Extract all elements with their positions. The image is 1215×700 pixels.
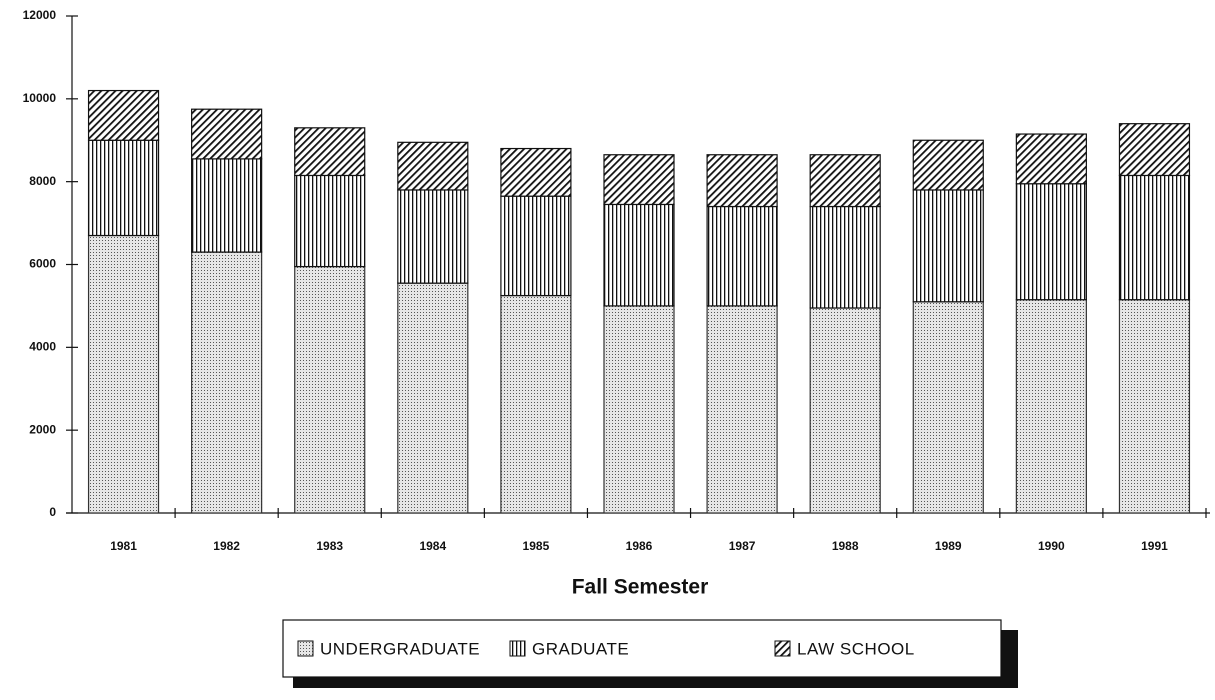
- y-tick-label: 8000: [29, 174, 56, 188]
- bar-segment: [603, 154, 675, 206]
- bar-segment: [1118, 299, 1191, 514]
- x-tick-label: 1986: [626, 539, 653, 553]
- legend-label: GRADUATE: [532, 639, 629, 658]
- legend-swatch: [297, 640, 314, 657]
- y-tick-label: 2000: [29, 422, 56, 436]
- bar-segment: [397, 282, 469, 514]
- y-tick-label: 12000: [23, 8, 57, 22]
- bar-segment: [603, 203, 675, 307]
- bar-segment: [809, 154, 881, 208]
- bar-segment: [191, 158, 263, 253]
- bar-segment: [1118, 174, 1191, 301]
- bar-segment: [294, 174, 366, 268]
- x-tick-label: 1988: [832, 539, 859, 553]
- legend-box: [282, 619, 1002, 678]
- bar-segment: [294, 127, 366, 177]
- bar-segment: [1015, 183, 1087, 301]
- bar-segment: [706, 305, 778, 514]
- x-tick-label: 1989: [935, 539, 962, 553]
- x-axis-title: Fall Semester: [572, 576, 709, 599]
- x-tick-label: 1990: [1038, 539, 1065, 553]
- bar-segment: [294, 265, 366, 514]
- bar-segment: [1118, 123, 1191, 177]
- bar-segment: [500, 147, 572, 197]
- bar-segment: [1015, 299, 1087, 514]
- y-tick-label: 4000: [29, 340, 56, 354]
- bar-segment: [191, 251, 263, 514]
- bar-segment: [397, 141, 469, 191]
- bar-segment: [809, 205, 881, 309]
- bar-segment: [191, 108, 263, 160]
- bar-segment: [1015, 133, 1087, 185]
- bar-segment: [809, 307, 881, 514]
- legend-swatch: [774, 640, 791, 657]
- legend-label: LAW SCHOOL: [797, 639, 915, 658]
- bar-segment: [706, 154, 778, 208]
- x-tick-label: 1983: [316, 539, 343, 553]
- bar-segment: [87, 234, 160, 514]
- x-tick-label: 1982: [213, 539, 240, 553]
- x-tick-label: 1984: [419, 539, 446, 553]
- bar-segment: [912, 139, 984, 191]
- bar-segment: [912, 301, 984, 514]
- y-tick-label: 0: [49, 505, 56, 519]
- bar-segment: [397, 189, 469, 284]
- x-tick-label: 1987: [729, 539, 756, 553]
- legend-swatch: [509, 640, 526, 657]
- bar-segment: [603, 305, 675, 514]
- bar-segment: [706, 205, 778, 307]
- legend-label: UNDERGRADUATE: [320, 639, 480, 658]
- y-tick-label: 10000: [23, 91, 57, 105]
- y-tick-label: 6000: [29, 257, 56, 271]
- bar-segment: [87, 89, 160, 141]
- bar-segment: [87, 139, 160, 237]
- x-tick-label: 1985: [523, 539, 550, 553]
- bar-segment: [500, 195, 572, 297]
- bar-segment: [500, 294, 572, 514]
- x-tick-label: 1991: [1141, 539, 1168, 553]
- x-tick-label: 1981: [110, 539, 137, 553]
- bar-segment: [912, 189, 984, 303]
